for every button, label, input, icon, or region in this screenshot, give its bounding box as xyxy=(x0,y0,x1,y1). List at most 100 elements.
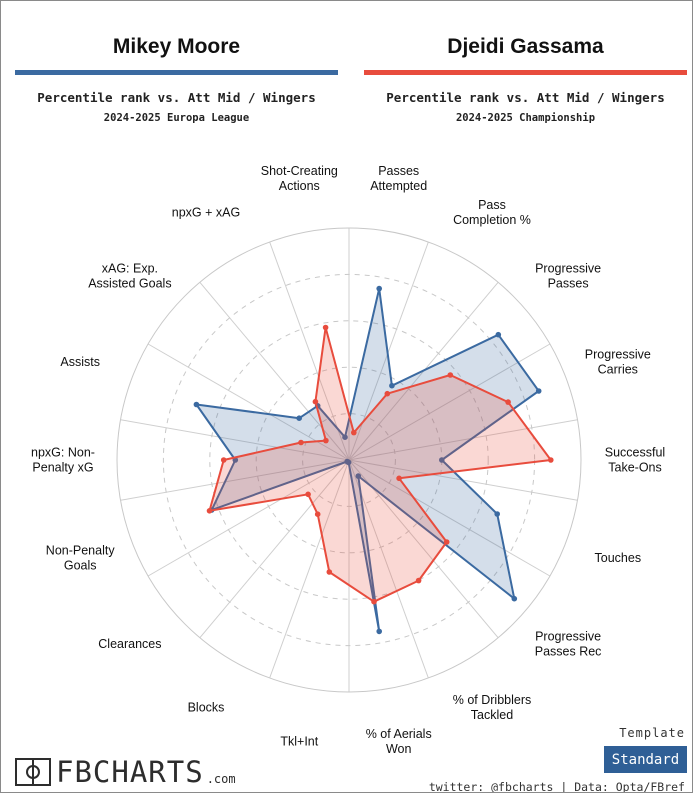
sector-line xyxy=(199,459,350,639)
axis-label: Clearances xyxy=(98,637,161,651)
series-2-point xyxy=(443,539,450,545)
axis-label-line: Won xyxy=(386,742,412,756)
axis-label-line: % of Dribblers xyxy=(453,693,532,707)
series-2 xyxy=(206,324,554,605)
sector-line xyxy=(348,343,551,461)
sector-line xyxy=(348,459,551,577)
axis-label-line: Clearances xyxy=(98,637,161,651)
series-1-point xyxy=(439,457,445,463)
series-2-point xyxy=(322,324,329,331)
series-2-point xyxy=(384,390,391,397)
axis-label-line: Passes xyxy=(548,277,589,291)
series-2-point xyxy=(371,598,377,605)
axis-label-line: Actions xyxy=(279,179,320,193)
axis-label-line: Passes Rec xyxy=(535,644,602,658)
sector-line xyxy=(120,419,350,461)
axis-label: npxG: Non-Penalty xG xyxy=(31,446,95,475)
player-1-color-bar xyxy=(15,70,338,75)
axis-label-line: Goals xyxy=(64,558,97,572)
sector-line xyxy=(269,241,350,461)
axis-label-line: Blocks xyxy=(188,701,225,715)
axis-label: Successful Take-Ons xyxy=(605,446,665,475)
sector-line xyxy=(348,459,499,639)
series-2-point xyxy=(396,475,402,482)
axis-label: Non-Penalty Goals xyxy=(46,543,116,572)
axis-label-line: Take-Ons xyxy=(608,461,662,475)
sector-line xyxy=(120,459,350,501)
series-1-point xyxy=(342,434,348,441)
series-2-point xyxy=(298,439,304,446)
series-1-point xyxy=(355,473,362,479)
series-1 xyxy=(193,285,542,635)
axis-label: xAG: Exp. Assisted Goals xyxy=(88,262,171,291)
series-2-point xyxy=(220,457,227,463)
sector-line xyxy=(269,459,350,679)
series-1-point xyxy=(376,628,383,635)
grid-ring xyxy=(209,320,489,600)
axis-label-line: Successful xyxy=(605,446,665,460)
player-1-name: Mikey Moore xyxy=(112,35,241,58)
axis-label: Pass Completion % xyxy=(453,198,531,227)
grid-ring xyxy=(302,413,396,507)
axis-label-line: Completion % xyxy=(453,213,531,227)
series-2-point xyxy=(314,511,321,517)
series-1-point xyxy=(193,401,200,408)
axis-label: Progressive Passes xyxy=(535,262,601,291)
axis-label-line: npxG + xAG xyxy=(172,205,240,219)
axis-label: Assists xyxy=(60,355,100,369)
series-2-point xyxy=(326,569,333,575)
series-2-point xyxy=(505,399,511,405)
player-1-subtitle: Percentile rank vs. Att Mid / Wingers xyxy=(37,90,316,105)
series-1-point xyxy=(296,415,303,422)
axis-label-line: Non-Penalty xyxy=(46,543,116,557)
outer-ring xyxy=(116,227,582,693)
series-2-point xyxy=(351,429,357,436)
axis-label: npxG + xAG xyxy=(172,205,240,219)
axis-labels: Passes Attempted Pass Completion % Progressi… xyxy=(31,164,665,756)
pitch-icon xyxy=(15,758,51,786)
axis-label: Touches xyxy=(595,551,642,565)
axis-label-line: Tkl+Int xyxy=(280,735,318,749)
series-2-point xyxy=(312,398,319,405)
axis-label-line: Attempted xyxy=(370,179,427,193)
axis-label-line: Touches xyxy=(595,551,642,565)
axis-label-line: Pass xyxy=(478,198,506,212)
series-2-point xyxy=(548,457,554,463)
series-1-point xyxy=(495,331,502,338)
axis-label-line: Tackled xyxy=(471,708,513,722)
series-1-point xyxy=(344,458,351,465)
player-2-color-bar xyxy=(364,70,687,75)
series-1-point xyxy=(494,511,501,517)
logo-suffix: .com xyxy=(206,772,236,786)
sector-line xyxy=(348,419,578,461)
axis-label-line: Assisted Goals xyxy=(88,277,171,291)
axis-label-line: % of Aerials xyxy=(366,727,432,741)
series-1-point xyxy=(389,382,395,389)
sector-line xyxy=(147,459,350,577)
player-2-name: Djeidi Gassama xyxy=(447,35,604,58)
series-1-point xyxy=(511,595,518,602)
series-2-point xyxy=(323,437,329,444)
radar-grid xyxy=(116,227,582,693)
fbcharts-logo[interactable]: FBCHARTS .com xyxy=(15,755,236,789)
series-1-point xyxy=(376,285,383,292)
series-2-point xyxy=(305,491,311,498)
axis-label-line: Assists xyxy=(60,355,100,369)
axis-label-line: npxG: Non- xyxy=(31,446,95,460)
series-2-point xyxy=(415,577,422,584)
sector-line xyxy=(348,459,429,679)
series-1-point xyxy=(535,388,542,394)
axis-label-line: Progressive xyxy=(535,262,601,276)
player-2-competition: 2024-2025 Championship xyxy=(455,112,596,124)
axis-label: % of Dribblers Tackled xyxy=(453,693,532,722)
axis-label: Tkl+Int xyxy=(280,735,318,749)
axis-label-line: Penalty xG xyxy=(32,461,93,475)
template-button[interactable]: Standard xyxy=(604,746,687,773)
axis-label: Progressive Carries xyxy=(585,348,651,377)
axis-label: Shot-Creating Actions xyxy=(261,164,338,193)
axis-label-line: Shot-Creating xyxy=(261,164,338,178)
template-label: Template xyxy=(619,726,685,740)
logo-text: FBCHARTS xyxy=(56,755,204,789)
